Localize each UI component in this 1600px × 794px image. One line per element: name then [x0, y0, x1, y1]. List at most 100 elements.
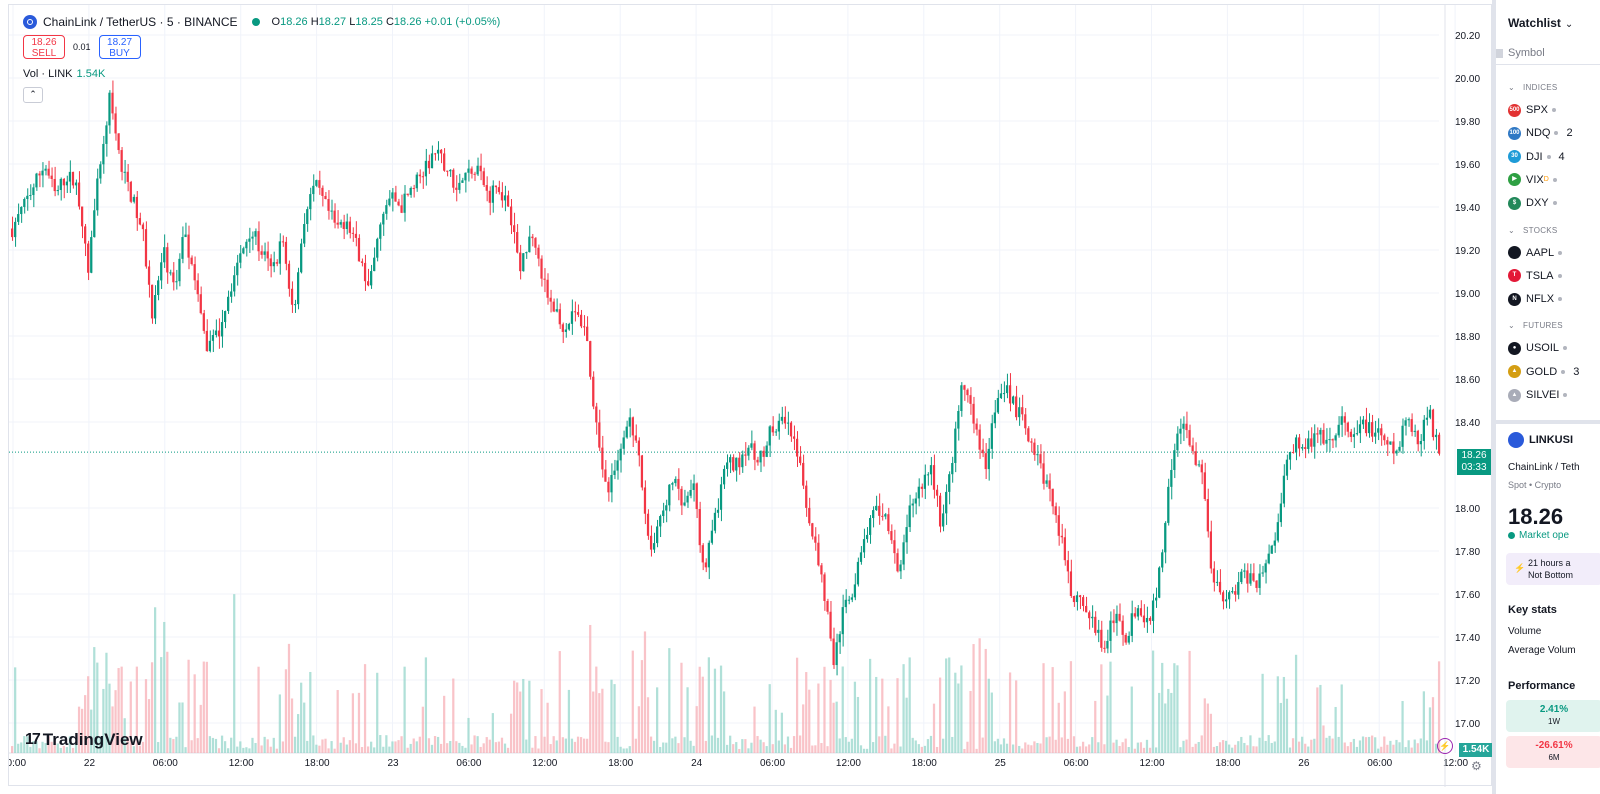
volume-bar — [35, 741, 38, 753]
volume-bar — [269, 746, 272, 753]
candle-body — [862, 539, 866, 553]
volume-bar — [1212, 746, 1216, 753]
time-tick-label: 25 — [995, 758, 1007, 769]
time-tick-label: 26 — [1298, 758, 1310, 769]
volume-bar — [284, 669, 288, 753]
candle-body — [808, 507, 811, 524]
volume-bar — [205, 661, 208, 753]
candle-body — [38, 173, 41, 176]
candle-body — [835, 642, 838, 666]
price-chart[interactable]: 20.20 20.00 19.80 19.60 19.40 19.20 19.00 18.80… — [9, 5, 1493, 787]
symbol-legend: ChainLink / TetherUS · 5 · BINANCE O18.2… — [23, 15, 500, 29]
candle-body — [205, 330, 208, 352]
watchlist-item-dji[interactable]: 30 DJI 4 — [1508, 147, 1600, 167]
volume-bar — [628, 746, 631, 753]
candle-body — [178, 258, 181, 282]
performance-heading: Performance — [1508, 680, 1576, 692]
candle-body — [579, 314, 583, 327]
watchlist-section-futures[interactable]: ⌄ FUTURES — [1508, 321, 1563, 331]
watchlist-header[interactable]: Watchlist ⌄ — [1508, 16, 1574, 30]
time-tick-label: 12:00 — [1443, 758, 1468, 769]
candle-body — [878, 505, 881, 516]
volume-bar — [1206, 703, 1209, 753]
volume-bar — [236, 746, 239, 753]
candle-body — [333, 210, 336, 223]
volume-bar — [491, 713, 494, 753]
watchlist-item-aapl[interactable]: AAPL — [1508, 243, 1600, 263]
average-volume-label: Average Volum — [1508, 645, 1576, 656]
watchlist-item-silvei[interactable]: ▲ SILVEI — [1508, 385, 1600, 405]
volume-bar — [360, 747, 364, 753]
candle-body — [1279, 503, 1282, 523]
volume-bar — [160, 657, 163, 753]
volume-bar — [373, 747, 376, 753]
volume-bar — [862, 748, 866, 753]
candle-body — [14, 221, 17, 238]
candle-body — [1428, 409, 1432, 418]
chevron-down-icon[interactable]: ⌄ — [1564, 19, 1574, 30]
volume-bar — [1027, 744, 1030, 753]
candle-body — [762, 450, 765, 457]
performance-6m[interactable]: -26.61% 6M — [1506, 736, 1600, 768]
tradingview-logo[interactable]: 17 TradingView — [25, 730, 143, 749]
time-tick-label: 12:00 — [532, 758, 557, 769]
news-card[interactable]: ⚡ 21 hours a Not Bottom — [1506, 553, 1600, 585]
status-dot-icon — [1552, 201, 1557, 206]
status-dot-icon — [1508, 532, 1515, 539]
volume-bar — [309, 671, 312, 753]
volume-bar — [686, 687, 689, 753]
watchlist-section-indices[interactable]: ⌄ INDICES — [1508, 83, 1558, 92]
volume-bar — [583, 738, 586, 753]
volume-bar — [443, 695, 446, 753]
volume-bar — [433, 736, 437, 753]
symbol-title[interactable]: ChainLink / TetherUS · 5 · BINANCE — [43, 15, 238, 29]
lightning-icon[interactable]: ⚡ — [1437, 738, 1453, 754]
details-title[interactable]: LINKUSI — [1508, 432, 1573, 448]
watchlist-item-tsla[interactable]: T TSLA — [1508, 266, 1600, 286]
watchlist-item-dxy[interactable]: $ DXY — [1508, 193, 1600, 213]
watchlist-item-nflx[interactable]: N NFLX — [1508, 289, 1600, 309]
settings-gear-icon[interactable]: ⚙ — [1471, 759, 1482, 773]
volume-bar — [336, 690, 339, 753]
candle-body — [1164, 522, 1167, 553]
volume-bar — [409, 743, 412, 753]
volume-bar — [1316, 687, 1319, 753]
volume-bar — [814, 745, 817, 753]
chevron-up-icon[interactable]: ⌃ — [23, 87, 43, 103]
watchlist-item-vix[interactable]: ▶ VIX D — [1508, 170, 1600, 190]
volume-bar — [20, 742, 23, 753]
chart-area[interactable]: 20.20 20.00 19.80 19.60 19.40 19.20 19.00 18.80… — [8, 4, 1493, 787]
volume-bar — [251, 737, 254, 753]
volume-bar — [1036, 742, 1039, 753]
watchlist-item-ndq[interactable]: 100 NDQ 2 — [1508, 123, 1600, 143]
candle-body — [634, 435, 637, 441]
candle-body — [719, 484, 723, 510]
watchlist-section-stocks[interactable]: ⌄ STOCKS — [1508, 225, 1558, 235]
watchlist-item-gold[interactable]: ▲ GOLD 3 — [1508, 362, 1600, 382]
candle-body — [47, 168, 50, 176]
symbol-column-header[interactable]: Symbol — [1496, 44, 1600, 65]
volume-bar — [1179, 747, 1182, 753]
volume-legend[interactable]: Vol · LINK 1.54K — [23, 68, 106, 80]
volume-bar — [662, 742, 665, 753]
watchlist-item-spx[interactable]: 500 SPX — [1508, 100, 1600, 120]
volume-bar — [759, 739, 762, 753]
volume-bar — [1234, 744, 1237, 753]
time-tick-label: 23 — [388, 758, 400, 769]
volume-bar — [531, 747, 534, 753]
candle-body — [914, 498, 917, 504]
candle-body — [1231, 591, 1234, 593]
candle-body — [896, 553, 899, 572]
volume-bar — [811, 745, 814, 753]
performance-1w[interactable]: 2.41% 1W — [1506, 700, 1600, 732]
candle-body — [479, 165, 482, 172]
sell-button[interactable]: 18.26 SELL — [23, 35, 65, 59]
watchlist-item-usoil[interactable]: ● USOIL — [1508, 338, 1600, 358]
volume-bar — [914, 740, 917, 753]
candle-body — [1322, 429, 1325, 444]
volume-bar — [683, 737, 686, 753]
buy-button[interactable]: 18.27 BUY — [98, 35, 141, 59]
volume-bar — [762, 742, 765, 753]
candle-body — [1106, 640, 1109, 649]
candle-body — [637, 440, 641, 456]
